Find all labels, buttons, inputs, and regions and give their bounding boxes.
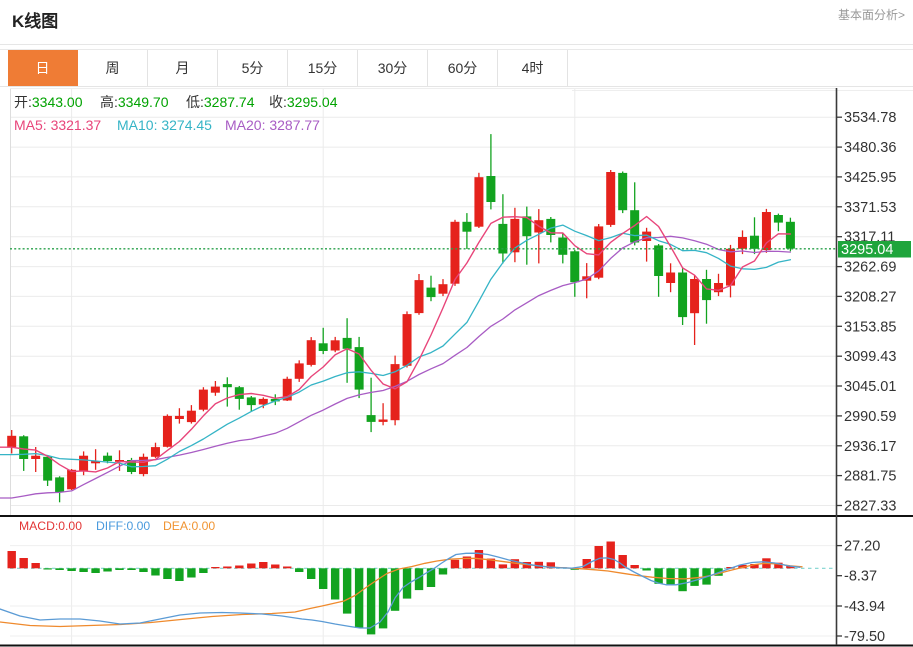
- svg-text:2936.17: 2936.17: [844, 439, 896, 455]
- svg-text:3208.27: 3208.27: [844, 289, 896, 305]
- svg-text:3045.01: 3045.01: [844, 379, 896, 395]
- svg-text:3262.69: 3262.69: [844, 260, 896, 276]
- svg-text:-79.50: -79.50: [844, 629, 885, 645]
- svg-text:-43.94: -43.94: [844, 599, 885, 615]
- svg-text:3480.36: 3480.36: [844, 140, 896, 156]
- svg-text:3371.53: 3371.53: [844, 200, 896, 216]
- svg-text:2990.59: 2990.59: [844, 409, 896, 425]
- svg-text:3295.04: 3295.04: [841, 242, 893, 258]
- svg-text:3534.78: 3534.78: [844, 110, 896, 126]
- svg-text:开:3343.00高:3349.70低:3287.74收:3: 开:3343.00 高:3349.70 低:3287.74 收:3295.04: [14, 94, 338, 110]
- svg-text:27.20: 27.20: [844, 539, 880, 555]
- svg-text:2881.75: 2881.75: [844, 469, 896, 485]
- svg-text:3099.43: 3099.43: [844, 349, 896, 365]
- svg-text:2827.33: 2827.33: [844, 499, 896, 515]
- svg-text:3425.95: 3425.95: [844, 170, 896, 186]
- svg-text:-8.37: -8.37: [844, 569, 877, 585]
- svg-text:3153.85: 3153.85: [844, 319, 896, 335]
